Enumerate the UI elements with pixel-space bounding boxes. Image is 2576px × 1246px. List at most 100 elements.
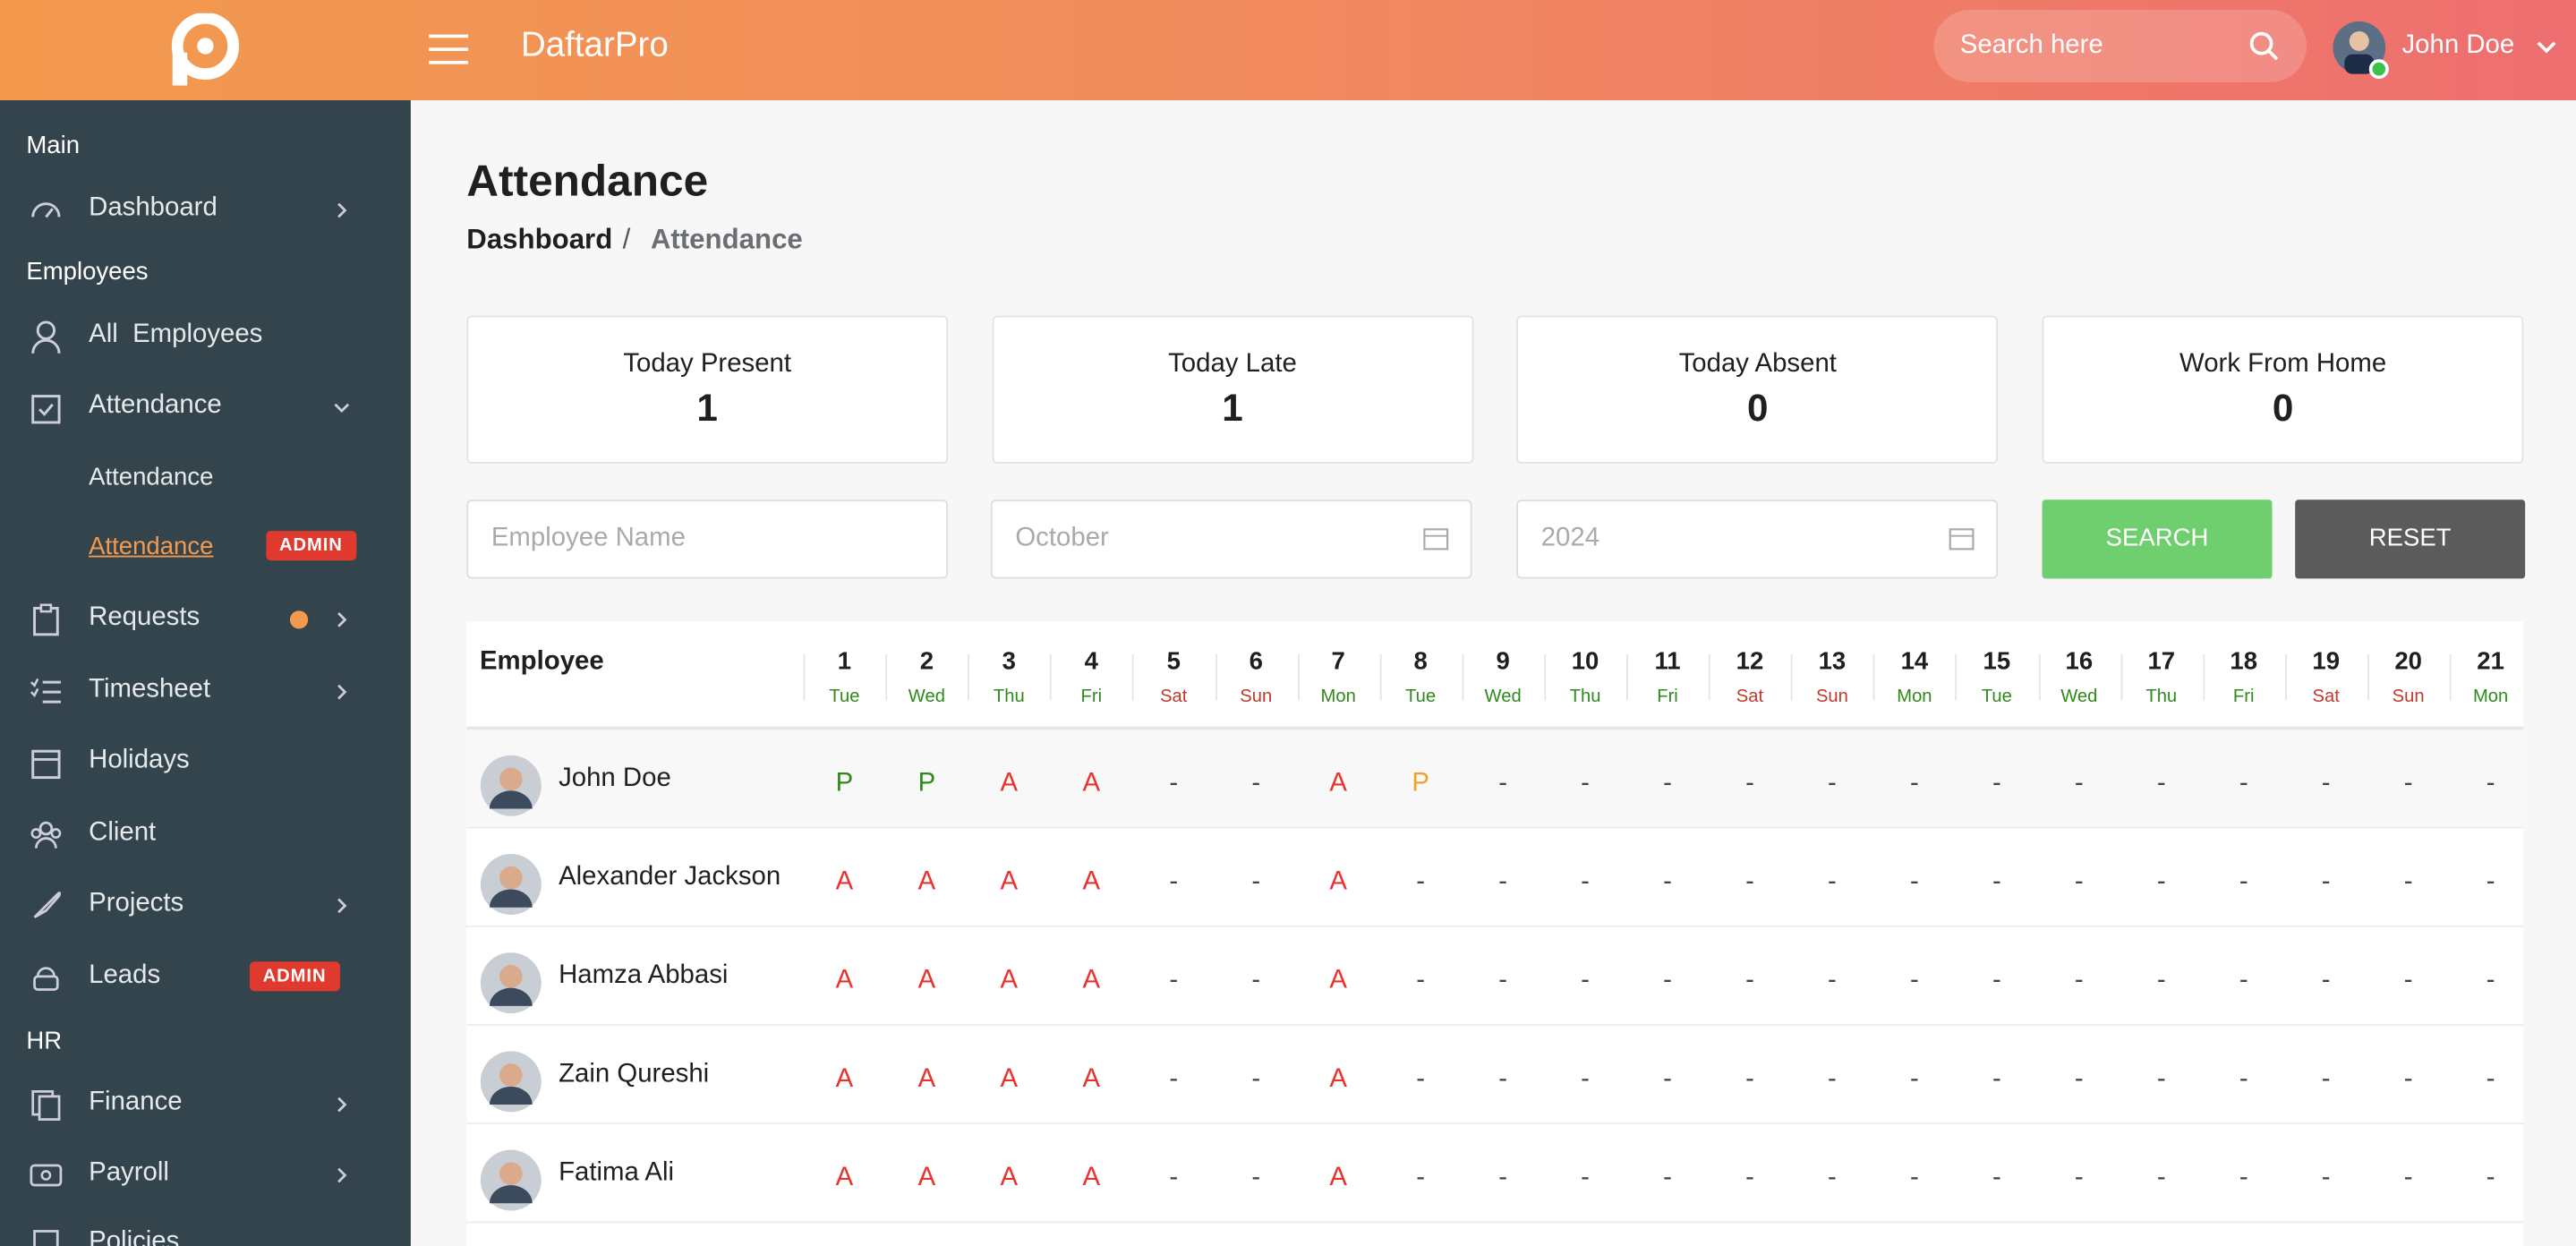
attendance-status[interactable]: - [1581,1064,1590,1094]
attendance-status[interactable]: A [835,1164,854,1192]
reset-button[interactable]: RESET [2295,499,2526,579]
attendance-status[interactable]: P [835,769,854,798]
attendance-status[interactable]: - [2074,1064,2084,1094]
attendance-status[interactable]: - [2321,1064,2331,1094]
attendance-status[interactable]: - [1909,966,1919,995]
attendance-status[interactable]: - [1581,966,1590,995]
attendance-status[interactable]: A [1082,966,1101,995]
attendance-status[interactable]: A [1329,966,1347,995]
attendance-status[interactable]: - [2403,1164,2413,1192]
nav-item[interactable]: Holidays [89,746,190,774]
attendance-status[interactable]: - [1663,769,1672,798]
attendance-status[interactable]: - [1992,867,2001,896]
attendance-status[interactable]: - [2239,966,2248,995]
attendance-status[interactable]: - [1416,1164,1426,1192]
attendance-status[interactable]: A [1000,1064,1019,1094]
attendance-status[interactable]: - [2156,769,2166,798]
attendance-status[interactable]: - [1169,1164,1179,1192]
attendance-status[interactable]: - [1909,867,1919,896]
attendance-status[interactable]: - [2156,867,2166,896]
attendance-status[interactable]: - [1581,1164,1590,1192]
attendance-status[interactable]: - [2074,769,2084,798]
attendance-status[interactable]: - [1416,1064,1426,1094]
attendance-status[interactable]: P [1412,769,1429,798]
user-caret[interactable] [2537,39,2556,55]
menu-toggle[interactable] [429,33,469,66]
logo[interactable] [167,13,243,89]
attendance-status[interactable]: - [2321,966,2331,995]
attendance-status[interactable]: - [1416,966,1426,995]
attendance-status[interactable]: A [917,1064,936,1094]
attendance-status[interactable]: - [2403,1064,2413,1094]
employee-name-input[interactable]: Employee Name [466,499,949,579]
attendance-status[interactable]: - [2486,1164,2495,1192]
attendance-status[interactable]: - [1992,966,2001,995]
attendance-status[interactable]: - [2486,1064,2495,1094]
attendance-status[interactable]: - [1169,1064,1179,1094]
attendance-status[interactable]: A [1082,867,1101,896]
attendance-status[interactable]: A [1000,769,1019,798]
nav-item[interactable]: Leads [89,961,161,990]
year-input[interactable]: 2024 [1516,499,1998,579]
attendance-status[interactable]: - [1745,966,1754,995]
employee-name[interactable]: John Doe [559,764,671,793]
attendance-status[interactable]: - [1498,1164,1507,1192]
attendance-status[interactable]: - [2074,1164,2084,1192]
attendance-status[interactable]: - [2239,1064,2248,1094]
month-input[interactable]: October [990,499,1472,579]
attendance-status[interactable]: A [1329,1164,1347,1192]
attendance-status[interactable]: - [1169,769,1179,798]
employee-name[interactable]: Zain Qureshi [559,1060,710,1088]
attendance-status[interactable]: A [917,966,936,995]
attendance-status[interactable]: - [2486,867,2495,896]
attendance-status[interactable]: - [2486,769,2495,798]
attendance-status[interactable]: - [1745,1164,1754,1192]
attendance-status[interactable]: - [1251,867,1261,896]
attendance-status[interactable]: - [1498,1064,1507,1094]
attendance-status[interactable]: - [2321,1164,2331,1192]
nav-item[interactable]: Timesheet [89,675,211,704]
attendance-status[interactable]: - [1992,769,2001,798]
search-button[interactable]: SEARCH [2042,499,2273,579]
attendance-status[interactable]: - [1251,966,1261,995]
attendance-status[interactable]: - [2156,966,2166,995]
attendance-status[interactable]: - [1828,1064,1837,1094]
attendance-status[interactable]: A [917,867,936,896]
attendance-status[interactable]: A [1329,769,1347,798]
attendance-status[interactable]: A [917,1164,936,1192]
breadcrumb-link[interactable]: Dashboard [466,223,613,255]
attendance-status[interactable]: A [1000,1164,1019,1192]
attendance-status[interactable]: A [835,966,854,995]
attendance-status[interactable]: - [2403,867,2413,896]
nav-item[interactable]: Requests [89,602,200,632]
attendance-status[interactable]: - [1909,769,1919,798]
nav-item[interactable]: Client [89,818,157,847]
attendance-status[interactable]: - [2156,1064,2166,1094]
attendance-status[interactable]: - [2403,966,2413,995]
attendance-status[interactable]: - [1663,966,1672,995]
attendance-status[interactable]: - [1251,769,1261,798]
attendance-status[interactable]: - [2403,769,2413,798]
attendance-status[interactable]: - [1992,1164,2001,1192]
attendance-status[interactable]: - [1828,966,1837,995]
attendance-status[interactable]: - [1251,1164,1261,1192]
attendance-status[interactable]: A [1082,1164,1101,1192]
attendance-status[interactable]: A [1082,769,1101,798]
sub-nav-item-active[interactable]: Attendance [89,532,214,561]
attendance-status[interactable]: A [1000,966,1019,995]
attendance-status[interactable]: - [1169,867,1179,896]
attendance-status[interactable]: - [2321,769,2331,798]
attendance-status[interactable]: - [1992,1064,2001,1094]
attendance-status[interactable]: - [2239,1164,2248,1192]
attendance-status[interactable]: - [1745,867,1754,896]
user-avatar[interactable] [2333,21,2392,81]
attendance-status[interactable]: - [1828,1164,1837,1192]
attendance-status[interactable]: - [1828,867,1837,896]
nav-item[interactable]: Policies [89,1227,180,1246]
attendance-status[interactable]: - [1581,769,1590,798]
attendance-status[interactable]: A [1329,867,1347,896]
search-input[interactable]: Search here [1933,10,2307,82]
attendance-status[interactable]: - [1745,769,1754,798]
nav-item[interactable]: Projects [89,889,184,917]
attendance-status[interactable]: - [2486,966,2495,995]
